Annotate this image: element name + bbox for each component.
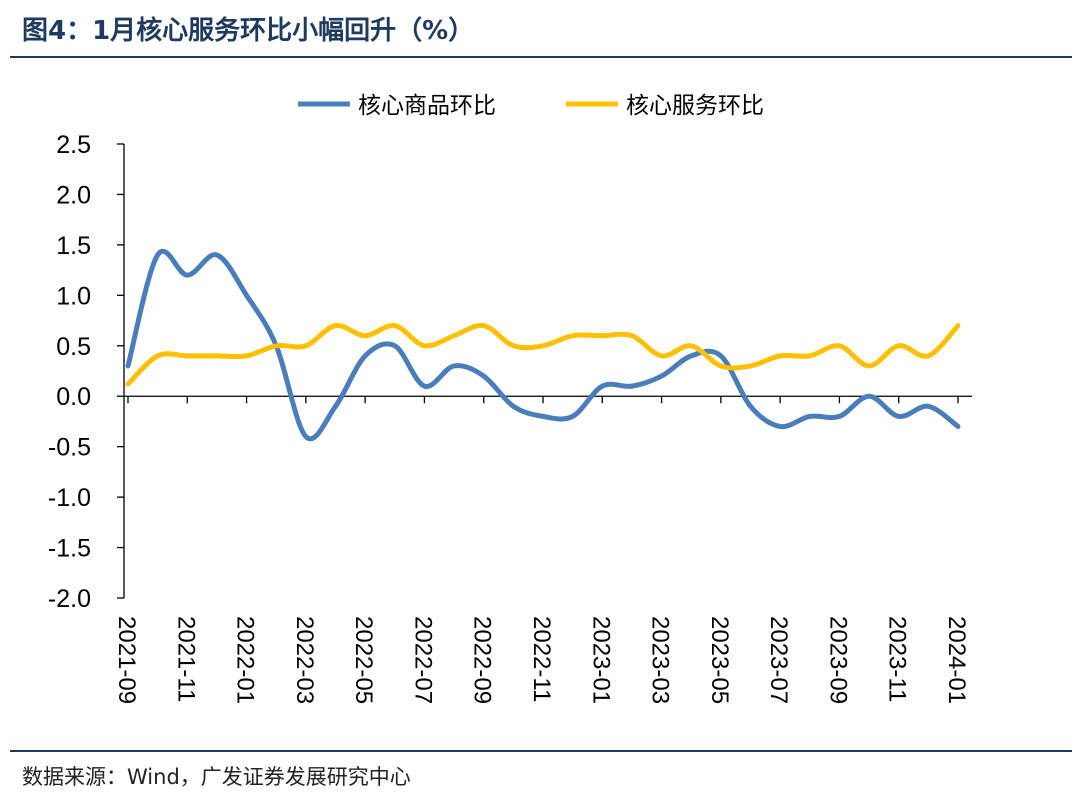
x-tick-label: 2024-01 bbox=[943, 616, 970, 704]
title-divider bbox=[10, 56, 1072, 58]
y-tick-label: -1.5 bbox=[48, 535, 91, 563]
source-divider bbox=[10, 750, 1072, 752]
figure-title: 图4：1月核心服务环比小幅回升（%） bbox=[22, 16, 475, 46]
legend-label-2: 核心服务环比 bbox=[626, 93, 764, 119]
y-tick-label: -2.0 bbox=[48, 585, 91, 613]
y-tick-label: -0.5 bbox=[48, 434, 91, 462]
y-tick-label: 2.0 bbox=[56, 181, 91, 209]
y-tick-label: 0.0 bbox=[56, 383, 91, 411]
x-tick-label: 2021-09 bbox=[113, 616, 140, 704]
x-tick-label: 2023-03 bbox=[647, 616, 674, 704]
series-layer bbox=[125, 248, 961, 442]
x-tick-label: 2022-07 bbox=[409, 616, 436, 704]
y-tick-label: 2.5 bbox=[56, 131, 91, 159]
x-tick-label: 2022-03 bbox=[291, 616, 318, 704]
y-tick-label: 1.5 bbox=[56, 232, 91, 260]
series-line-1 bbox=[125, 248, 961, 442]
series-line-2 bbox=[125, 322, 961, 387]
x-tick-label: 2022-09 bbox=[469, 616, 496, 704]
x-tick-label: 2023-01 bbox=[587, 616, 614, 704]
x-tick-label: 2023-11 bbox=[884, 616, 911, 702]
source-note: 数据来源：Wind，广发证券发展研究中心 bbox=[22, 765, 411, 789]
legend-label-1: 核心商品环比 bbox=[358, 93, 496, 119]
x-tick-label: 2023-09 bbox=[824, 616, 851, 704]
y-tick-label: 1.0 bbox=[56, 282, 91, 310]
x-tick-label: 2023-05 bbox=[706, 616, 733, 704]
y-axis: 2.5 2.0 1.5 1.0 0.5 0.0 -0.5 -1.0 -1.5 -2.0 bbox=[48, 131, 125, 613]
y-tick-label: -1.0 bbox=[48, 484, 91, 512]
y-tick-label: 0.5 bbox=[56, 333, 91, 361]
x-tick-label: 2022-11 bbox=[528, 616, 555, 702]
x-tick-label: 2023-07 bbox=[765, 616, 792, 704]
x-axis: 2021-09 2021-11 2022-01 2022-03 2022-05 2022-… bbox=[113, 395, 972, 704]
x-tick-label: 2022-05 bbox=[350, 616, 377, 704]
x-tick-label: 2021-11 bbox=[172, 616, 199, 702]
x-tick-label: 2022-01 bbox=[232, 616, 259, 704]
chart-legend: 核心商品环比 核心服务环比 bbox=[298, 93, 764, 119]
